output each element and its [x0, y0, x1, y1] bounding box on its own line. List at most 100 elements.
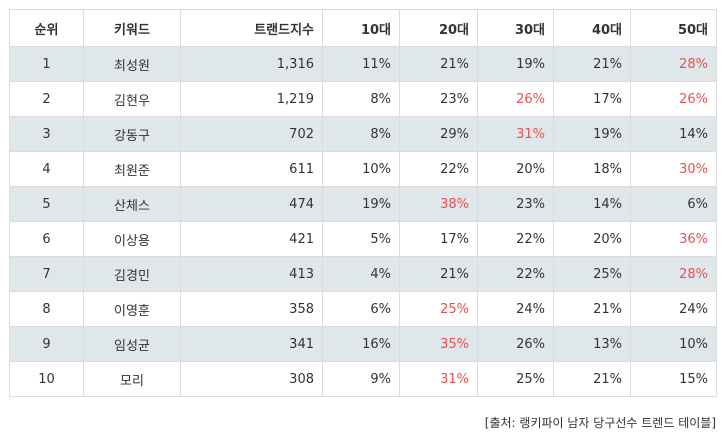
- cell-rank: 10: [9, 361, 84, 397]
- header-age-40s: 40대: [553, 9, 631, 47]
- cell-age-50s: 28%: [630, 46, 717, 82]
- cell-keyword: 모리: [83, 361, 181, 397]
- cell-age-10s: 19%: [322, 186, 400, 222]
- cell-trend-index: 474: [180, 186, 323, 222]
- cell-rank: 4: [9, 151, 84, 187]
- cell-trend-index: 1,316: [180, 46, 323, 82]
- cell-keyword: 최성원: [83, 46, 181, 82]
- cell-keyword: 김현우: [83, 81, 181, 117]
- cell-rank: 8: [9, 291, 84, 327]
- cell-age-50s: 14%: [630, 116, 717, 152]
- cell-age-50s: 15%: [630, 361, 717, 397]
- cell-age-50s: 30%: [630, 151, 717, 187]
- source-caption: [출처: 랭키파이 남자 당구선수 트렌드 테이블]: [484, 416, 716, 430]
- header-age-50s: 50대: [630, 9, 717, 47]
- cell-age-10s: 8%: [322, 81, 400, 117]
- table-row: 2 김현우 1,219 8% 23% 26% 17% 26%: [9, 81, 717, 117]
- cell-age-30s: 20%: [477, 151, 554, 187]
- cell-keyword: 강동구: [83, 116, 181, 152]
- table-row: 3 강동구 702 8% 29% 31% 19% 14%: [9, 116, 717, 152]
- table-row: 8 이영훈 358 6% 25% 24% 21% 24%: [9, 291, 717, 327]
- cell-rank: 3: [9, 116, 84, 152]
- cell-age-50s: 36%: [630, 221, 717, 257]
- cell-age-40s: 25%: [553, 256, 631, 292]
- trend-table: 순위 키워드 트랜드지수 10대 20대 30대 40대 50대 1 최성원 1,3…: [9, 9, 717, 397]
- cell-keyword: 산체스: [83, 186, 181, 222]
- cell-keyword: 김경민: [83, 256, 181, 292]
- cell-age-30s: 26%: [477, 326, 554, 362]
- cell-age-10s: 5%: [322, 221, 400, 257]
- cell-trend-index: 1,219: [180, 81, 323, 117]
- cell-age-40s: 13%: [553, 326, 631, 362]
- cell-age-30s: 22%: [477, 256, 554, 292]
- header-trend-index: 트랜드지수: [180, 9, 323, 47]
- table-row: 4 최원준 611 10% 22% 20% 18% 30%: [9, 151, 717, 187]
- cell-age-40s: 20%: [553, 221, 631, 257]
- cell-trend-index: 308: [180, 361, 323, 397]
- header-age-10s: 10대: [322, 9, 400, 47]
- cell-age-50s: 26%: [630, 81, 717, 117]
- cell-age-20s: 21%: [399, 46, 478, 82]
- cell-age-30s: 22%: [477, 221, 554, 257]
- cell-age-10s: 10%: [322, 151, 400, 187]
- cell-rank: 6: [9, 221, 84, 257]
- cell-age-30s: 26%: [477, 81, 554, 117]
- cell-rank: 5: [9, 186, 84, 222]
- cell-rank: 7: [9, 256, 84, 292]
- cell-age-20s: 29%: [399, 116, 478, 152]
- cell-trend-index: 421: [180, 221, 323, 257]
- cell-age-20s: 21%: [399, 256, 478, 292]
- cell-age-10s: 6%: [322, 291, 400, 327]
- cell-age-20s: 17%: [399, 221, 478, 257]
- cell-trend-index: 413: [180, 256, 323, 292]
- cell-age-20s: 23%: [399, 81, 478, 117]
- header-rank: 순위: [9, 9, 84, 47]
- cell-age-50s: 28%: [630, 256, 717, 292]
- cell-age-40s: 18%: [553, 151, 631, 187]
- cell-rank: 9: [9, 326, 84, 362]
- cell-trend-index: 611: [180, 151, 323, 187]
- table-header-row: 순위 키워드 트랜드지수 10대 20대 30대 40대 50대: [9, 9, 717, 47]
- cell-keyword: 최원준: [83, 151, 181, 187]
- cell-age-30s: 31%: [477, 116, 554, 152]
- cell-age-10s: 11%: [322, 46, 400, 82]
- cell-age-40s: 21%: [553, 291, 631, 327]
- cell-rank: 1: [9, 46, 84, 82]
- cell-age-20s: 25%: [399, 291, 478, 327]
- cell-age-40s: 21%: [553, 46, 631, 82]
- table-row: 6 이상용 421 5% 17% 22% 20% 36%: [9, 221, 717, 257]
- cell-keyword: 이상용: [83, 221, 181, 257]
- cell-age-10s: 4%: [322, 256, 400, 292]
- cell-trend-index: 341: [180, 326, 323, 362]
- cell-age-30s: 19%: [477, 46, 554, 82]
- header-age-30s: 30대: [477, 9, 554, 47]
- cell-rank: 2: [9, 81, 84, 117]
- cell-age-20s: 38%: [399, 186, 478, 222]
- table-body: 1 최성원 1,316 11% 21% 19% 21% 28% 2 김현우 1,219 8% 23% 26…: [9, 46, 717, 397]
- header-keyword: 키워드: [83, 9, 181, 47]
- table-row: 1 최성원 1,316 11% 21% 19% 21% 28%: [9, 46, 717, 82]
- cell-trend-index: 702: [180, 116, 323, 152]
- cell-keyword: 임성균: [83, 326, 181, 362]
- table-row: 7 김경민 413 4% 21% 22% 25% 28%: [9, 256, 717, 292]
- cell-age-30s: 25%: [477, 361, 554, 397]
- cell-age-30s: 23%: [477, 186, 554, 222]
- cell-age-10s: 8%: [322, 116, 400, 152]
- cell-age-20s: 31%: [399, 361, 478, 397]
- cell-keyword: 이영훈: [83, 291, 181, 327]
- cell-age-50s: 24%: [630, 291, 717, 327]
- cell-age-40s: 21%: [553, 361, 631, 397]
- cell-age-40s: 17%: [553, 81, 631, 117]
- cell-age-20s: 35%: [399, 326, 478, 362]
- cell-trend-index: 358: [180, 291, 323, 327]
- table-row: 9 임성균 341 16% 35% 26% 13% 10%: [9, 326, 717, 362]
- cell-age-50s: 10%: [630, 326, 717, 362]
- cell-age-40s: 19%: [553, 116, 631, 152]
- cell-age-10s: 16%: [322, 326, 400, 362]
- cell-age-50s: 6%: [630, 186, 717, 222]
- table-row: 5 산체스 474 19% 38% 23% 14% 6%: [9, 186, 717, 222]
- cell-age-20s: 22%: [399, 151, 478, 187]
- cell-age-30s: 24%: [477, 291, 554, 327]
- cell-age-40s: 14%: [553, 186, 631, 222]
- cell-age-10s: 9%: [322, 361, 400, 397]
